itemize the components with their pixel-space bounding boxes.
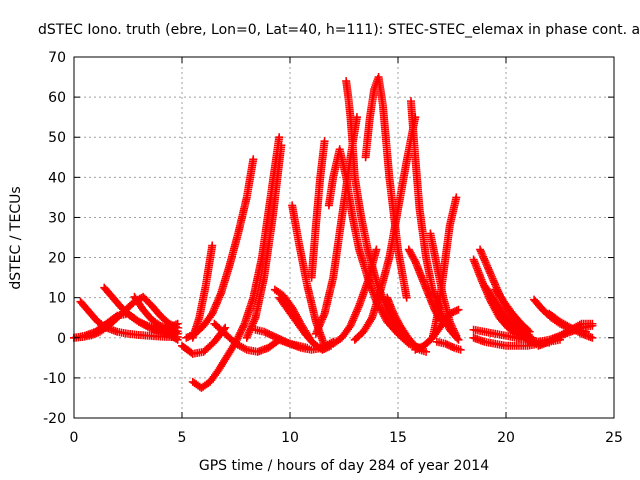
chart-title: dSTEC Iono. truth (ebre, Lon=0, Lat=40, …	[38, 22, 640, 38]
series-marks	[311, 113, 361, 338]
y-tick-label: -20	[43, 411, 66, 427]
x-tick-label: 0	[70, 430, 79, 446]
series-21	[329, 245, 381, 348]
y-tick-label: 40	[48, 170, 66, 186]
series-marks	[182, 155, 258, 342]
series-11	[242, 141, 286, 342]
series-marks	[428, 193, 461, 342]
y-tick-label: 20	[48, 251, 66, 267]
x-axis-title: GPS time / hours of day 284 of year 2014	[199, 458, 489, 474]
series-10	[210, 319, 284, 356]
x-tick-label: 15	[389, 430, 407, 446]
series-marks	[383, 293, 431, 356]
grid	[74, 57, 614, 418]
series-29	[428, 193, 461, 342]
series-marks	[329, 245, 381, 348]
series-marks	[491, 285, 534, 336]
y-axis-title: dSTEC / TECUs	[8, 186, 24, 289]
x-tick-label: 5	[178, 430, 187, 446]
series-15	[275, 335, 338, 354]
x-tick-label: 20	[497, 430, 515, 446]
series-marks	[307, 137, 329, 282]
y-tick-label: 30	[48, 210, 66, 226]
y-tick-label: 60	[48, 90, 66, 106]
series-30	[432, 337, 465, 354]
series-35	[491, 285, 534, 336]
series-marks	[242, 141, 286, 342]
y-tick-label: 50	[48, 130, 66, 146]
series-20	[311, 113, 361, 338]
series-marks	[147, 319, 182, 334]
series-5	[147, 319, 182, 334]
series-marks	[432, 337, 465, 354]
y-tick-label: 70	[48, 50, 66, 66]
series-7	[188, 241, 217, 342]
series-17	[307, 137, 329, 282]
y-tick-label: 10	[48, 291, 66, 307]
y-tick-label: -10	[43, 371, 66, 387]
series-marks	[210, 319, 284, 356]
x-tick-label: 25	[605, 430, 623, 446]
data-marks	[70, 73, 597, 392]
series-marks	[188, 241, 217, 342]
series-6	[182, 155, 258, 342]
series-24	[383, 293, 431, 356]
series-marks	[545, 309, 597, 342]
series-marks	[288, 201, 329, 350]
x-axis-ticks: 0 5 10 15 20 25	[70, 57, 623, 446]
plot-frame	[73, 56, 615, 419]
x-tick-label: 10	[281, 430, 299, 446]
series-40	[545, 309, 597, 342]
y-axis-ticks: -20 -10 0 10 20 30 40 50 60 70	[43, 50, 614, 427]
y-tick-label: 0	[57, 331, 66, 347]
series-16	[288, 201, 329, 350]
series-marks	[275, 335, 338, 354]
